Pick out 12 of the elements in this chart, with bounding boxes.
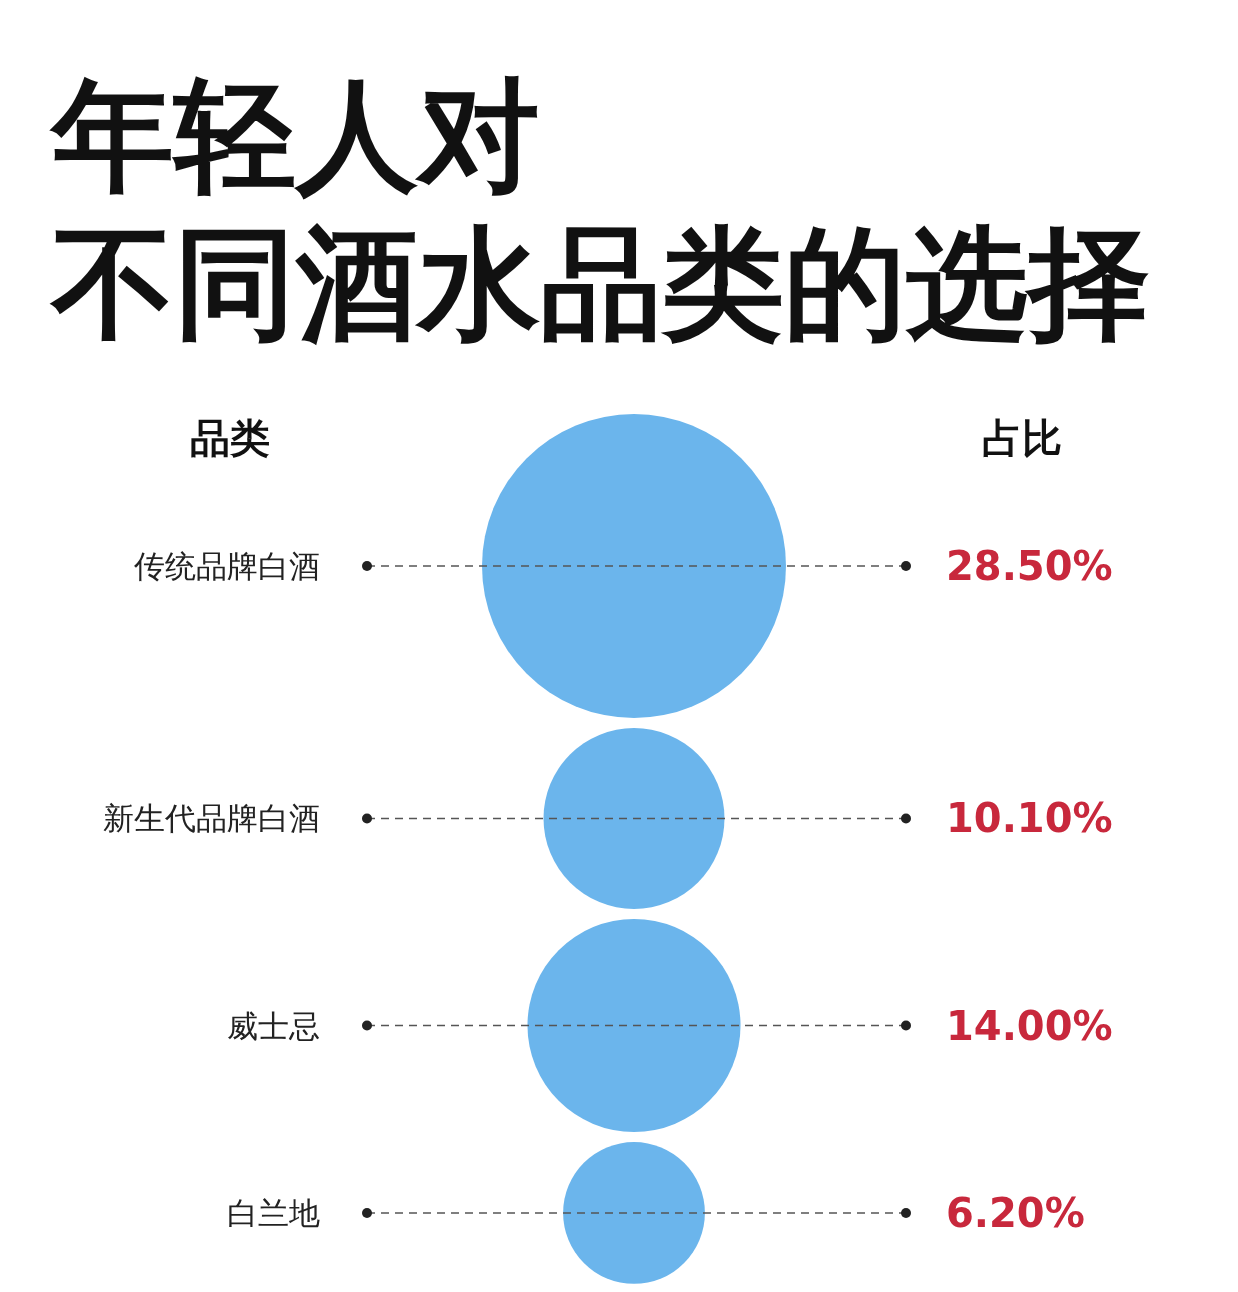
text: 不同酒水品类的选择 (49, 213, 1150, 355)
data-label: 28.50% (946, 543, 1113, 589)
data-label: 14.00% (946, 1002, 1113, 1049)
data-label: 10.10% (946, 795, 1113, 842)
category-label: 威士忌 (227, 1007, 320, 1044)
category-label: 传统品牌白酒 (134, 548, 320, 584)
data-label: 6.20% (946, 1189, 1085, 1236)
text: 品类 (190, 415, 270, 461)
category-label: 新生代品牌白酒 (103, 800, 320, 837)
category-label: 白兰地 (227, 1194, 320, 1231)
text: 占比 (982, 415, 1062, 461)
text: 年轻人对 (49, 65, 540, 207)
